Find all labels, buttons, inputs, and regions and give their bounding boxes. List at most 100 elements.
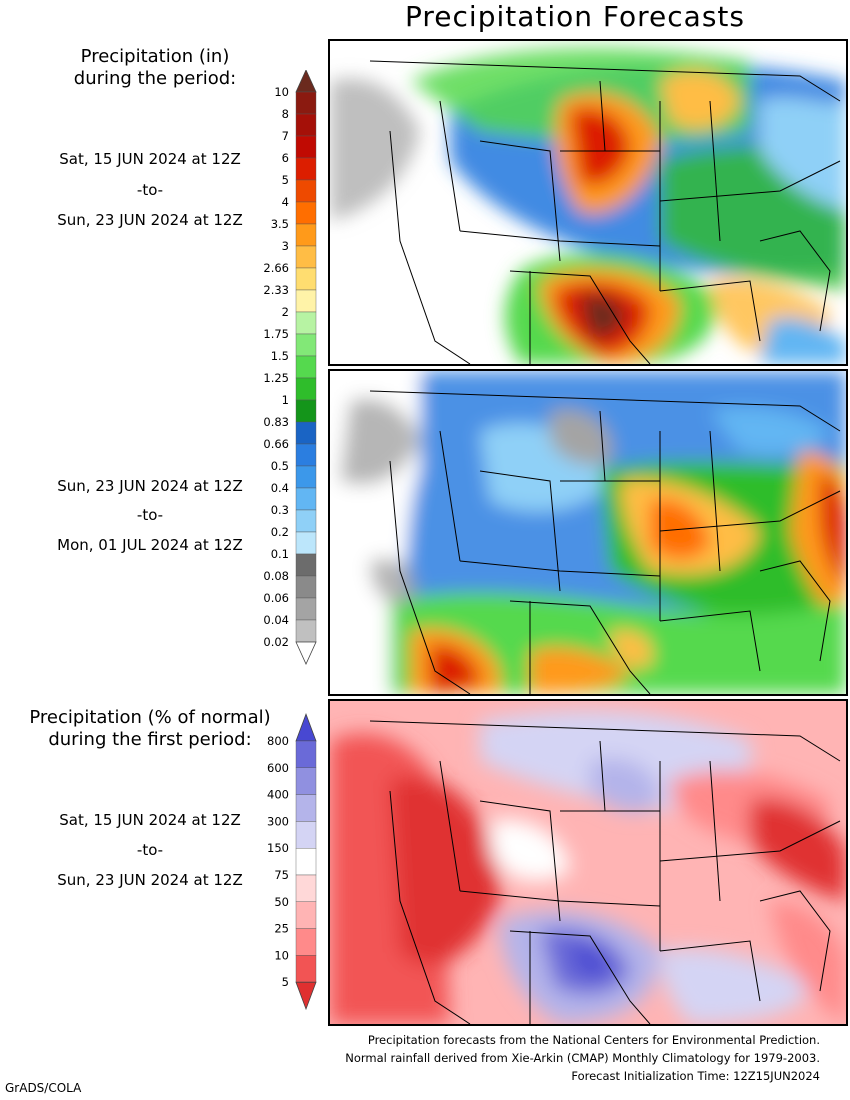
map-precip-week2: [328, 369, 848, 696]
pct-colorbar-swatch: [295, 874, 317, 902]
pct-colorbar-tick-label: 800: [267, 734, 289, 748]
precip-colorbar-swatch: [295, 421, 317, 445]
pct-heading-line2: during the first period:: [48, 729, 252, 750]
pct-colorbar-tick-label: 5: [282, 975, 289, 989]
panel3-date-start: Sat, 15 JUN 2024 at 12Z: [59, 811, 241, 829]
precip-colorbar-tick-label: 0.02: [263, 635, 289, 649]
precip-colorbar-swatch: [295, 179, 317, 203]
precip-colorbar-tick-label: 2.66: [263, 261, 289, 275]
precip-colorbar-swatch: [295, 509, 317, 533]
precip-colorbar-swatch: [295, 377, 317, 401]
precip-colorbar-top-arrow: [295, 70, 317, 93]
precip-colorbar-tick-label: 0.08: [263, 569, 289, 583]
precip-colorbar-tick-label: 0.66: [263, 437, 289, 451]
precip-colorbar-swatch: [295, 597, 317, 621]
precip-colorbar-swatch: [295, 289, 317, 313]
precip-colorbar-swatch: [295, 553, 317, 577]
pct-colorbar-tick-label: 10: [274, 948, 289, 962]
pct-colorbar-swatch: [295, 767, 317, 795]
pct-colorbar-tick-label: 25: [274, 922, 289, 936]
footer-line2: Normal rainfall derived from Xie-Arkin (…: [345, 1051, 820, 1065]
precip-colorbar-tick-label: 2.33: [263, 283, 289, 297]
precip-colorbar-swatch: [295, 223, 317, 247]
credit: GrADS/COLA: [5, 1081, 82, 1095]
precip-colorbar-swatch: [295, 245, 317, 269]
pct-heading-line1: Precipitation (% of normal): [29, 707, 271, 728]
pct-heading: Precipitation (% of normal) during the f…: [10, 707, 290, 751]
precip-colorbar-swatch: [295, 465, 317, 489]
precip-colorbar-swatch: [295, 619, 317, 643]
panel1-date-end: Sun, 23 JUN 2024 at 12Z: [57, 211, 243, 229]
pct-colorbar-swatch: [295, 740, 317, 768]
panel2-date-to: -to-: [136, 506, 164, 524]
precip-colorbar-tick-label: 0.2: [271, 525, 289, 539]
precip-colorbar-tick-label: 8: [282, 107, 289, 121]
precip-colorbar-tick-label: 1.5: [271, 349, 289, 363]
precip-heading-line1: Precipitation (in): [80, 46, 230, 67]
precip-colorbar-swatch: [295, 267, 317, 291]
precip-colorbar-tick-label: 3: [282, 239, 289, 253]
precip-colorbar-tick-label: 0.3: [271, 503, 289, 517]
precip-colorbar-tick-label: 1: [282, 393, 289, 407]
precip-colorbar-swatch: [295, 157, 317, 181]
precip-colorbar-tick-label: 7: [282, 129, 289, 143]
precip-colorbar-tick-label: 10: [274, 85, 289, 99]
pct-colorbar-swatch: [295, 821, 317, 849]
precip-colorbar-swatch: [295, 311, 317, 335]
pct-colorbar-tick-label: 600: [267, 761, 289, 775]
precip-colorbar-swatch: [295, 91, 317, 115]
pct-colorbar-swatch: [295, 928, 317, 956]
precip-colorbar-swatch: [295, 113, 317, 137]
precip-colorbar-tick-label: 2: [282, 305, 289, 319]
pct-colorbar-swatch: [295, 901, 317, 929]
pct-colorbar-swatch: [295, 794, 317, 822]
pct-colorbar-tick-label: 150: [267, 841, 289, 855]
panel3-date-to: -to-: [136, 841, 164, 859]
pct-colorbar-swatch: [295, 955, 317, 983]
precip-colorbar-swatch: [295, 399, 317, 423]
precip-colorbar-swatch: [295, 333, 317, 357]
pct-colorbar-top-arrow: [295, 713, 317, 742]
precip-colorbar-tick-label: 0.06: [263, 591, 289, 605]
precip-colorbar-bottom-arrow: [295, 641, 317, 665]
precip-colorbar-swatch: [295, 487, 317, 511]
footer: Precipitation forecasts from the Nationa…: [200, 1031, 820, 1085]
pct-colorbar-tick-label: 50: [274, 895, 289, 909]
precip-colorbar-swatch: [295, 355, 317, 379]
map-precip-percent-normal: [328, 699, 848, 1026]
precip-colorbar-tick-label: 0.1: [271, 547, 289, 561]
precip-colorbar-tick-label: 0.4: [271, 481, 289, 495]
precip-heading: Precipitation (in) during the period:: [40, 46, 270, 90]
precip-colorbar-tick-label: 5: [282, 173, 289, 187]
precip-colorbar-swatch: [295, 575, 317, 599]
pct-colorbar-bottom-arrow: [295, 981, 317, 1011]
precip-colorbar-tick-label: 0.04: [263, 613, 289, 627]
pct-colorbar-tick-label: 400: [267, 788, 289, 802]
pct-colorbar-swatch: [295, 847, 317, 876]
precip-colorbar-tick-label: 0.5: [271, 459, 289, 473]
precip-colorbar-tick-label: 1.25: [263, 371, 289, 385]
precip-colorbar-swatch: [295, 201, 317, 225]
precip-colorbar-tick-label: 0.83: [263, 415, 289, 429]
precip-colorbar: 10 8 7 6 5 4 3.5 3 2.66 2.33 2 1.75 1.5 1.25 1 0.83 0.66…: [263, 70, 317, 665]
precip-colorbar-swatch: [295, 443, 317, 467]
panel1-date-to: -to-: [136, 181, 164, 199]
pct-colorbar: 800 600 400 300 150 75 50 25 10 5: [267, 713, 317, 1011]
precip-heading-line2: during the period:: [73, 68, 237, 89]
footer-line3: Forecast Initialization Time: 12Z15JUN20…: [571, 1069, 820, 1083]
precip-colorbar-swatch: [295, 531, 317, 555]
precip-colorbar-swatch: [295, 135, 317, 159]
footer-line1: Precipitation forecasts from the Nationa…: [367, 1033, 820, 1047]
map-precip-week1: [328, 39, 848, 366]
panel2-date-end: Mon, 01 JUL 2024 at 12Z: [57, 536, 243, 554]
precip-colorbar-tick-label: 1.75: [263, 327, 289, 341]
pct-colorbar-tick-label: 300: [267, 814, 289, 828]
pct-colorbar-tick-label: 75: [274, 868, 289, 882]
panel3-date-end: Sun, 23 JUN 2024 at 12Z: [57, 871, 243, 889]
precip-colorbar-tick-label: 4: [282, 195, 289, 209]
page-title: Precipitation Forecasts: [405, 0, 745, 33]
panel1-date-start: Sat, 15 JUN 2024 at 12Z: [59, 150, 241, 168]
precip-colorbar-tick-label: 6: [282, 151, 289, 165]
precip-colorbar-tick-label: 3.5: [271, 217, 289, 231]
panel2-date-start: Sun, 23 JUN 2024 at 12Z: [57, 477, 243, 495]
